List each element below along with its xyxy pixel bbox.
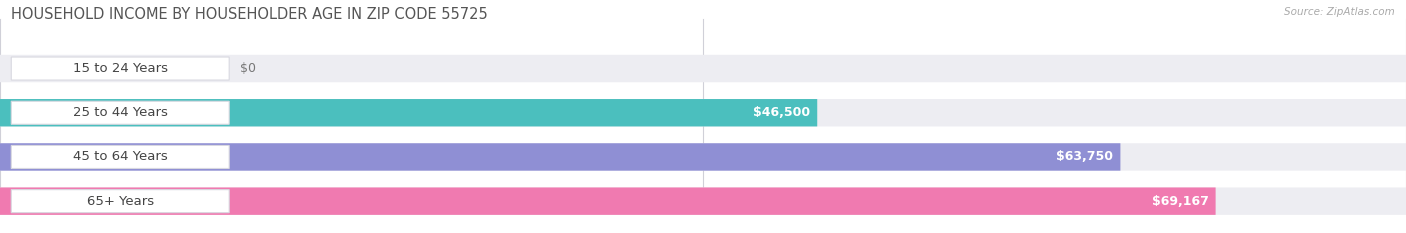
FancyBboxPatch shape [11,57,229,80]
FancyBboxPatch shape [11,145,229,168]
Text: 15 to 24 Years: 15 to 24 Years [73,62,167,75]
Text: $0: $0 [240,62,256,75]
FancyBboxPatch shape [11,101,229,124]
Text: 25 to 44 Years: 25 to 44 Years [73,106,167,119]
FancyBboxPatch shape [0,55,1406,82]
Text: 45 to 64 Years: 45 to 64 Years [73,151,167,164]
FancyBboxPatch shape [0,188,1216,215]
Text: 65+ Years: 65+ Years [87,195,153,208]
FancyBboxPatch shape [0,143,1406,171]
Text: $63,750: $63,750 [1056,151,1114,164]
FancyBboxPatch shape [0,188,1406,215]
Text: Source: ZipAtlas.com: Source: ZipAtlas.com [1284,7,1395,17]
Text: $46,500: $46,500 [754,106,810,119]
FancyBboxPatch shape [0,99,1406,127]
FancyBboxPatch shape [0,143,1121,171]
FancyBboxPatch shape [11,190,229,213]
FancyBboxPatch shape [0,99,817,127]
Text: HOUSEHOLD INCOME BY HOUSEHOLDER AGE IN ZIP CODE 55725: HOUSEHOLD INCOME BY HOUSEHOLDER AGE IN Z… [11,7,488,22]
Text: $69,167: $69,167 [1152,195,1209,208]
